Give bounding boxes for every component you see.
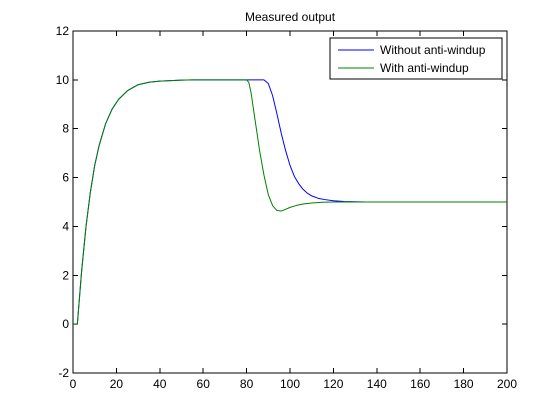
y-tick-label: 12 [56,24,70,38]
legend-box [329,37,503,80]
x-tick-label: 140 [367,377,387,391]
x-tick-label: 40 [153,377,167,391]
y-tick-label: 0 [62,317,69,331]
x-tick-label: 80 [240,377,254,391]
x-tick-label: 100 [280,377,300,391]
legend: Without anti-windup With anti-windup [329,37,503,80]
y-axis: -2 0 2 4 6 8 10 12 [56,24,507,380]
y-tick-label: 2 [62,268,69,282]
y-tick-label: 10 [56,73,70,87]
chart-title: Measured output [245,10,336,24]
x-tick-label: 120 [323,377,343,391]
x-tick-label: 180 [454,377,474,391]
legend-label-2: With anti-windup [380,61,469,75]
y-tick-label: 8 [62,122,69,136]
series-line-2 [73,79,507,325]
x-axis: 0 20 40 60 80 100 120 140 160 180 200 [70,31,517,391]
x-tick-label: 0 [70,377,77,391]
legend-label-1: Without anti-windup [380,43,486,57]
y-tick-label: -2 [58,366,69,380]
y-tick-label: 6 [62,171,69,185]
x-tick-label: 200 [497,377,517,391]
x-tick-label: 160 [410,377,430,391]
x-tick-label: 60 [197,377,211,391]
y-tick-label: 4 [62,219,69,233]
series-layer [73,79,507,325]
x-tick-label: 20 [110,377,124,391]
